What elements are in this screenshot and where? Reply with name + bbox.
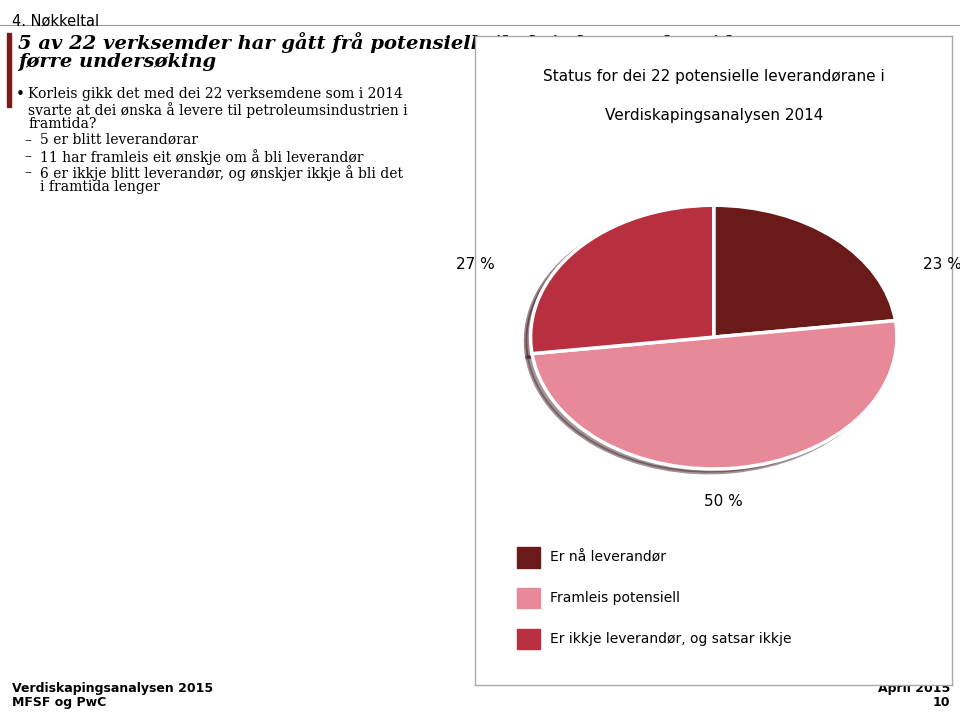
Text: svarte at dei ønska å levere til petroleumsindustrien i: svarte at dei ønska å levere til petrole… bbox=[28, 102, 408, 118]
Bar bbox=[516, 547, 540, 568]
Text: 23 %: 23 % bbox=[924, 257, 960, 272]
Text: Framleis potensiell: Framleis potensiell bbox=[550, 591, 680, 605]
Text: •: • bbox=[16, 87, 25, 102]
Text: April 2015: April 2015 bbox=[877, 682, 950, 695]
Text: –: – bbox=[24, 165, 31, 179]
Text: 27 %: 27 % bbox=[456, 257, 495, 272]
Text: MFSF og PwC: MFSF og PwC bbox=[12, 696, 107, 709]
Wedge shape bbox=[713, 205, 896, 337]
Text: Korleis gikk det med dei 22 verksemdene som i 2014: Korleis gikk det med dei 22 verksemdene … bbox=[28, 87, 403, 101]
Text: –: – bbox=[24, 133, 31, 147]
Text: 11 har framleis eit ønskje om å bli leverandør: 11 har framleis eit ønskje om å bli leve… bbox=[40, 149, 364, 165]
Text: Er nå leverandør: Er nå leverandør bbox=[550, 550, 666, 565]
Bar bbox=[516, 588, 540, 608]
Wedge shape bbox=[532, 320, 897, 469]
Text: førre undersøking: førre undersøking bbox=[18, 53, 216, 71]
Text: 5 er blitt leverandørar: 5 er blitt leverandørar bbox=[40, 133, 198, 147]
Bar bbox=[7, 33, 11, 107]
Text: 5 av 22 verksemder har gått frå potensiell til aktiv leverandør sidan: 5 av 22 verksemder har gått frå potensie… bbox=[18, 32, 758, 53]
Text: Verdiskapingsanalysen 2015: Verdiskapingsanalysen 2015 bbox=[12, 682, 213, 695]
Text: –: – bbox=[24, 149, 31, 163]
Text: 4. Nøkkeltal: 4. Nøkkeltal bbox=[12, 13, 99, 28]
Text: framtida?: framtida? bbox=[28, 117, 96, 131]
Bar bbox=[516, 629, 540, 649]
Text: Verdiskapingsanalysen 2014: Verdiskapingsanalysen 2014 bbox=[605, 107, 823, 123]
Text: 10: 10 bbox=[932, 696, 950, 709]
Text: i framtida lenger: i framtida lenger bbox=[40, 180, 160, 194]
Text: 6 er ikkje blitt leverandør, og ønskjer ikkje å bli det: 6 er ikkje blitt leverandør, og ønskjer … bbox=[40, 165, 403, 181]
Text: Er ikkje leverandør, og satsar ikkje: Er ikkje leverandør, og satsar ikkje bbox=[550, 631, 792, 646]
Text: 50 %: 50 % bbox=[704, 494, 742, 510]
Text: Status for dei 22 potensielle leverandørane i: Status for dei 22 potensielle leverandør… bbox=[543, 69, 884, 83]
Wedge shape bbox=[531, 205, 714, 354]
